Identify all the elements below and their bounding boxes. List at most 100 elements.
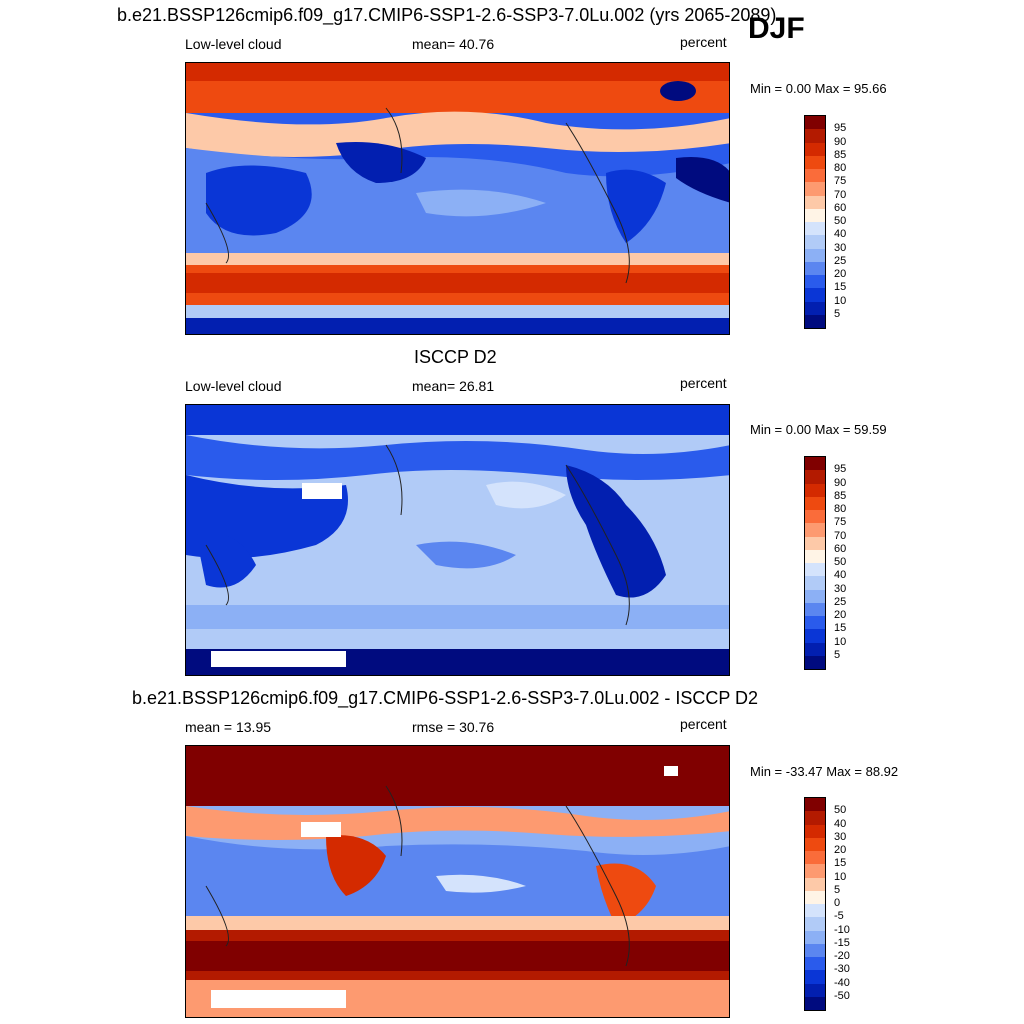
panel-2-variable-label: Low-level cloud	[185, 378, 282, 394]
colorbar-segment	[805, 523, 825, 537]
colorbar-tick-label: 0	[834, 897, 841, 909]
colorbar-segment	[805, 155, 825, 169]
colorbar-tick-label: 5	[834, 307, 841, 320]
colorbar-segment	[805, 563, 825, 577]
colorbar-segment	[805, 837, 825, 851]
panel-1-colorbar	[804, 115, 826, 329]
colorbar-tick-label: 40	[834, 817, 847, 830]
colorbar-segment	[805, 549, 825, 563]
colorbar-segment	[805, 116, 825, 130]
colorbar-tick-label: 70	[834, 188, 847, 201]
colorbar-tick-label: 40	[834, 569, 847, 582]
colorbar-tick-label: 10	[834, 635, 847, 648]
colorbar-tick-label: 30	[834, 241, 847, 254]
colorbar-tick-label: 95	[834, 122, 847, 135]
colorbar-tick-label: 30	[834, 582, 847, 595]
colorbar-segment	[805, 798, 825, 812]
panel-1-variable-label: Low-level cloud	[185, 36, 282, 52]
panel-3-colorbar	[804, 797, 826, 1011]
colorbar-tick-label: 25	[834, 595, 847, 608]
colorbar-segment	[805, 483, 825, 497]
panel-1-units-label: percent	[680, 34, 727, 50]
colorbar-tick-label: 60	[834, 201, 847, 214]
colorbar-tick-label: 15	[834, 857, 847, 870]
colorbar-tick-label: 50	[834, 215, 847, 227]
colorbar-tick-label: -5	[834, 910, 844, 923]
colorbar-tick-label: 80	[834, 503, 847, 515]
colorbar-segment	[805, 248, 825, 262]
colorbar-segment	[805, 616, 825, 630]
colorbar-segment	[805, 943, 825, 957]
colorbar-segment	[805, 904, 825, 918]
panel-3-minmax: Min = -33.47 Max = 88.92	[750, 764, 899, 779]
colorbar-segment	[805, 195, 825, 209]
colorbar-segment	[805, 470, 825, 484]
colorbar-segment	[805, 129, 825, 143]
colorbar-tick-label: 15	[834, 281, 847, 294]
colorbar-tick-label: 40	[834, 228, 847, 241]
colorbar-segment	[805, 169, 825, 183]
panel-2-mean-label: mean= 26.81	[412, 378, 495, 394]
panel-1-title: b.e21.BSSP126cmip6.f09_g17.CMIP6-SSP1-2.…	[117, 5, 777, 25]
colorbar-tick-label: 5	[834, 883, 841, 896]
colorbar-tick-label: 50	[834, 556, 847, 568]
colorbar-tick-label: 90	[834, 476, 847, 489]
colorbar-segment	[805, 996, 825, 1010]
colorbar-tick-label: -40	[834, 976, 850, 989]
colorbar-segment	[805, 208, 825, 222]
colorbar-segment	[805, 457, 825, 471]
panel-3-units-label: percent	[680, 716, 727, 732]
colorbar-tick-label: 15	[834, 622, 847, 635]
colorbar-tick-label: -10	[834, 923, 850, 936]
colorbar-segment	[805, 655, 825, 669]
colorbar-segment	[805, 970, 825, 984]
panel-2-minmax: Min = 0.00 Max = 59.59	[750, 422, 887, 437]
panel-3-map	[185, 745, 730, 1018]
colorbar-segment	[805, 930, 825, 944]
colorbar-segment	[805, 917, 825, 931]
colorbar-segment	[805, 824, 825, 838]
colorbar-segment	[805, 629, 825, 643]
panel-1-minmax: Min = 0.00 Max = 95.66	[750, 81, 887, 96]
colorbar-segment	[805, 602, 825, 616]
colorbar-segment	[805, 536, 825, 550]
panel-2-title: ISCCP D2	[414, 347, 497, 367]
colorbar-segment	[805, 314, 825, 328]
colorbar-segment	[805, 983, 825, 997]
colorbar-tick-label: 50	[834, 804, 847, 817]
colorbar-tick-label: 10	[834, 870, 847, 883]
colorbar-segment	[805, 811, 825, 825]
panel-2-map	[185, 404, 730, 676]
colorbar-segment	[805, 261, 825, 275]
colorbar-segment	[805, 275, 825, 289]
colorbar-tick-label: 95	[834, 463, 847, 476]
panel-3-title: b.e21.BSSP126cmip6.f09_g17.CMIP6-SSP1-2.…	[132, 688, 759, 708]
colorbar-segment	[805, 288, 825, 302]
colorbar-segment	[805, 851, 825, 865]
colorbar-tick-label: 75	[834, 516, 847, 529]
colorbar-segment	[805, 510, 825, 524]
panel-1-map	[185, 62, 730, 335]
colorbar-tick-label: 75	[834, 175, 847, 188]
panel-2-units-label: percent	[680, 375, 727, 391]
colorbar-tick-label: 70	[834, 529, 847, 542]
colorbar-tick-label: 5	[834, 648, 841, 661]
colorbar-segment	[805, 890, 825, 904]
colorbar-tick-label: 20	[834, 268, 847, 280]
colorbar-tick-label: -20	[834, 950, 850, 962]
colorbar-segment	[805, 642, 825, 656]
colorbar-segment	[805, 957, 825, 971]
colorbar-segment	[805, 576, 825, 590]
colorbar-tick-label: 25	[834, 254, 847, 267]
colorbar-tick-label: 20	[834, 609, 847, 621]
colorbar-tick-label: 80	[834, 162, 847, 174]
colorbar-tick-label: 20	[834, 844, 847, 856]
colorbar-segment	[805, 589, 825, 603]
panel-2-colorbar	[804, 456, 826, 670]
colorbar-tick-label: -15	[834, 936, 850, 949]
colorbar-tick-label: 10	[834, 294, 847, 307]
season-label: DJF	[748, 12, 805, 45]
colorbar-tick-label: -30	[834, 963, 850, 976]
colorbar-segment	[805, 142, 825, 156]
colorbar-segment	[805, 877, 825, 891]
